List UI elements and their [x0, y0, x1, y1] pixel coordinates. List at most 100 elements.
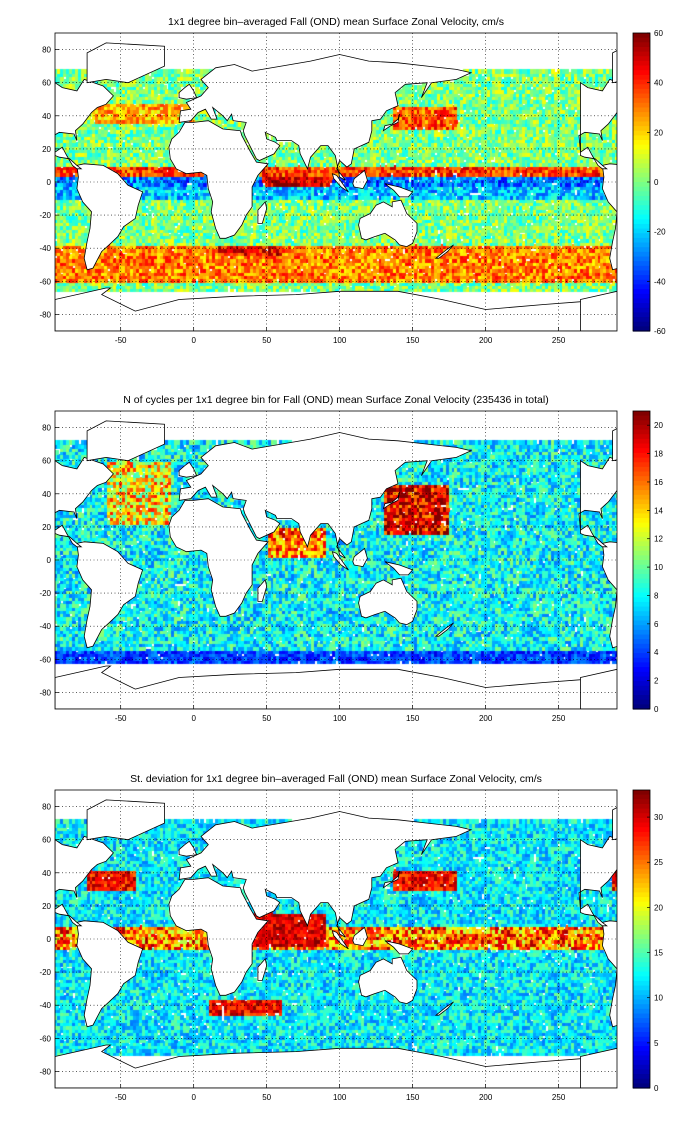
x-tick-label: -50 [115, 714, 127, 723]
x-tick-label: 100 [333, 336, 347, 345]
map-frame [54, 789, 618, 1089]
land-mass [382, 113, 400, 132]
land-mass [178, 54, 473, 181]
land-mass [86, 42, 165, 84]
x-tick-label: 50 [262, 714, 271, 723]
land-mass [76, 541, 144, 649]
colorbar-tick-label: 12 [654, 535, 663, 544]
colorbar-tick-label: 6 [654, 620, 659, 629]
land-mass [331, 551, 349, 571]
y-tick-label: 0 [47, 935, 52, 944]
y-tick-label: -40 [39, 622, 51, 631]
x-tick-label: -50 [115, 1093, 127, 1102]
x-tick-label: 50 [262, 336, 271, 345]
land-mass [601, 541, 617, 649]
land-mass [352, 547, 368, 568]
x-tick-label: 150 [406, 714, 420, 723]
land-mass [55, 665, 617, 709]
colorbar-tick-label: 15 [654, 949, 663, 958]
y-tick-label: -40 [39, 1001, 51, 1010]
colorbar-tick-label: 30 [654, 813, 663, 822]
panel-std: St. deviation for 1x1 degree bin–average… [39, 773, 663, 1102]
panel-title: 1x1 degree bin–averaged Fall (OND) mean … [168, 16, 504, 28]
x-tick-label: 100 [333, 714, 347, 723]
land-mass [612, 50, 617, 84]
land-mass [580, 290, 617, 331]
land-mass [601, 163, 617, 271]
land-mass [55, 524, 83, 548]
y-tick-label: 40 [42, 490, 51, 499]
colorbar-tick-label: 8 [654, 591, 659, 600]
land-mass [382, 870, 400, 889]
land-mass [55, 1044, 617, 1088]
land-mass [384, 940, 414, 955]
y-tick-label: 80 [42, 424, 51, 433]
coastlines [55, 42, 617, 331]
land-mass [384, 561, 414, 576]
y-tick-label: 20 [42, 523, 51, 532]
coastlines [55, 799, 617, 1088]
colorbar-tick-label: 14 [654, 506, 663, 515]
x-tick-label: 200 [479, 714, 493, 723]
colorbar-tick-label: 18 [654, 450, 663, 459]
land-mass [178, 840, 198, 857]
panel-mean: 1x1 degree bin–averaged Fall (OND) mean … [39, 16, 666, 345]
x-tick-label: 200 [479, 1093, 493, 1102]
colorbar-tick-label: 0 [654, 1084, 659, 1093]
land-mass [580, 903, 608, 927]
y-tick-label: 0 [47, 556, 52, 565]
y-tick-label: 0 [47, 178, 52, 187]
y-tick-label: 20 [42, 902, 51, 911]
colorbar-tick-label: -40 [654, 277, 666, 286]
land-mass [382, 491, 400, 510]
x-tick-label: 250 [552, 1093, 566, 1102]
land-mass [178, 811, 473, 938]
land-mass [55, 903, 83, 927]
land-mass [168, 120, 269, 239]
x-tick-label: -50 [115, 336, 127, 345]
y-tick-label: -60 [39, 655, 51, 664]
land-mass [55, 146, 83, 170]
y-tick-label: -80 [39, 310, 51, 319]
colorbar-tick-label: 60 [654, 29, 663, 38]
x-tick-label: 250 [552, 714, 566, 723]
land-mass [178, 432, 473, 559]
y-tick-label: -40 [39, 244, 51, 253]
land-mass [580, 668, 617, 709]
colorbar-tick-label: 10 [654, 994, 663, 1003]
y-tick-label: -80 [39, 1067, 51, 1076]
colorbar: 30 25 20 15 10 5 0 [632, 789, 663, 1093]
x-tick-label: 0 [191, 1093, 196, 1102]
panel-title: St. deviation for 1x1 degree bin–average… [130, 773, 542, 785]
land-mass [55, 78, 114, 153]
land-mass [76, 920, 144, 1028]
land-mass [352, 926, 368, 947]
x-tick-label: 50 [262, 1093, 271, 1102]
y-tick-label: 40 [42, 112, 51, 121]
x-tick-label: 150 [406, 1093, 420, 1102]
y-tick-label: -60 [39, 277, 51, 286]
colorbar-tick-label: 25 [654, 858, 663, 867]
y-tick-label: -20 [39, 589, 51, 598]
land-mass [358, 956, 418, 1005]
land-mass [178, 83, 198, 100]
land-mass [55, 287, 617, 331]
coastlines [55, 420, 617, 709]
x-tick-label: 200 [479, 336, 493, 345]
land-mass [612, 428, 617, 462]
y-tick-label: 40 [42, 869, 51, 878]
colorbar-tick-label: 10 [654, 563, 663, 572]
colorbar-tick-label: 5 [654, 1039, 659, 1048]
colorbar-tick-label: 40 [654, 79, 663, 88]
land-mass [55, 835, 114, 910]
land-mass [331, 930, 349, 950]
y-tick-label: -80 [39, 688, 51, 697]
map-frame [54, 410, 618, 710]
land-mass [331, 173, 349, 193]
y-tick-label: 60 [42, 836, 51, 845]
x-tick-label: 250 [552, 336, 566, 345]
